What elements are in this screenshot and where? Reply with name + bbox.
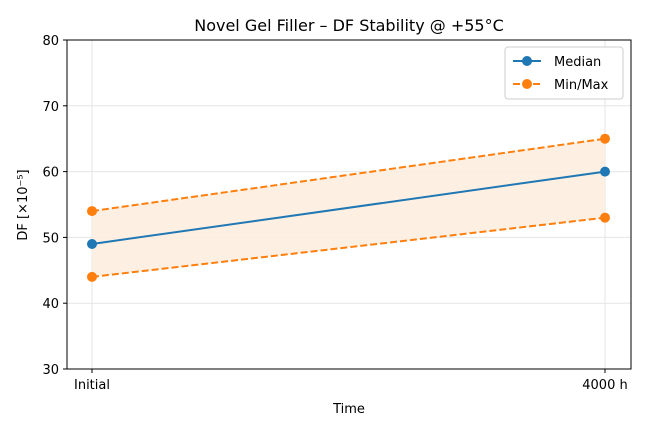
y-tick-label-2: 50	[42, 231, 59, 246]
min-point-1	[600, 212, 610, 223]
min-line	[91, 216, 606, 278]
legend-median-label: Median	[554, 55, 601, 70]
median-point-0	[87, 238, 97, 249]
legend-median-marker	[522, 56, 532, 66]
x-tick-label-1: 4000 h	[582, 378, 627, 393]
plot-frame	[66, 39, 632, 370]
series-layer	[87, 133, 610, 282]
x-axis-label: Time	[332, 402, 365, 417]
y-tick-label-5: 80	[42, 34, 59, 49]
y-tick-label-4: 70	[42, 100, 59, 115]
y-tick-label-3: 60	[42, 166, 59, 181]
x-axis: Initial 4000 h	[74, 369, 628, 393]
chart-title: Novel Gel Filler – DF Stability @ +55°C	[194, 16, 504, 35]
max-point-0	[87, 206, 97, 217]
x-tick-label-0: Initial	[74, 378, 110, 393]
y-axis: 30 40 50 60 70 80	[42, 34, 67, 378]
y-tick-label-0: 30	[42, 363, 59, 378]
median-line	[91, 170, 606, 245]
legend-minmax-label: Min/Max	[554, 78, 609, 93]
y-tick-label-1: 40	[42, 297, 59, 312]
legend: Median Min/Max	[504, 46, 624, 100]
min-point-0	[87, 271, 97, 282]
y-axis-label: DF [×10⁻⁵]	[16, 169, 31, 240]
max-line	[91, 137, 606, 213]
max-point-1	[600, 133, 610, 144]
legend-minmax-marker	[522, 79, 532, 89]
median-point-1	[600, 166, 610, 177]
